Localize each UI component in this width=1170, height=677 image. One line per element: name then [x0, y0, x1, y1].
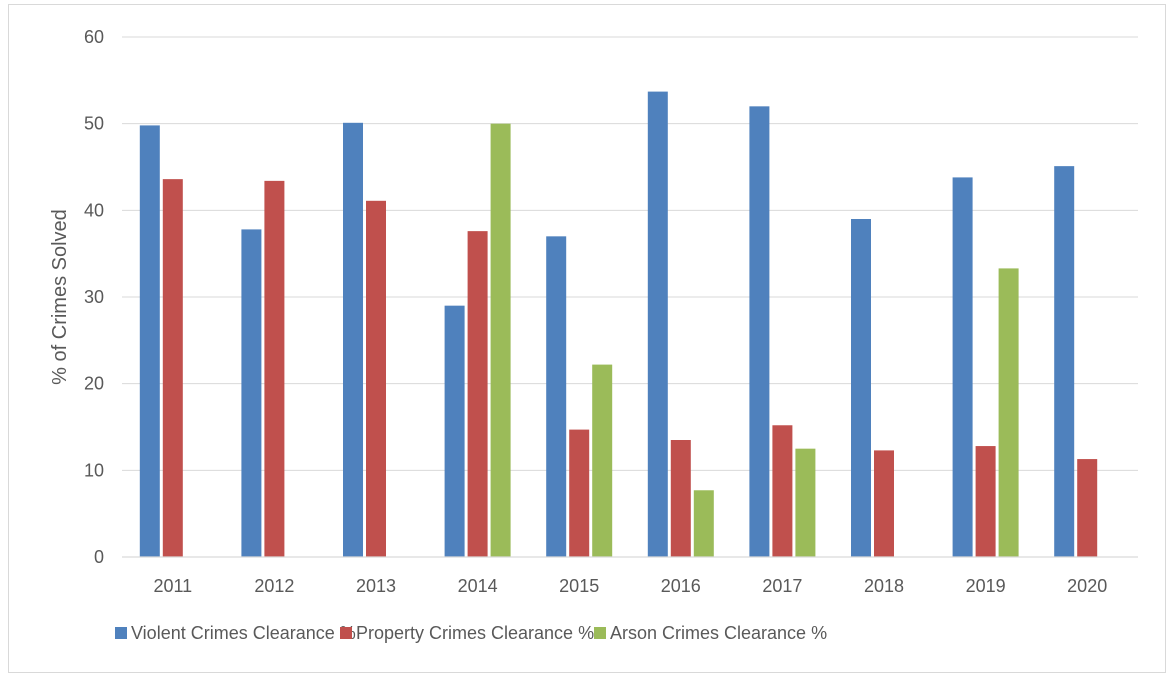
bar [490, 123, 511, 558]
bar [162, 179, 183, 557]
bar [343, 122, 363, 558]
legend-label: Violent Crimes Clearance % [131, 623, 356, 643]
bar [772, 425, 793, 557]
legend: Violent Crimes Clearance % Property Crime… [115, 623, 827, 643]
y-tick-label: 60 [84, 27, 104, 47]
x-axis-ticks: 2011 2012 2013 2014 2015 2016 2017 2018 2019 2020 [153, 576, 1107, 596]
bar [264, 180, 285, 557]
bar [444, 305, 465, 557]
bar [467, 231, 488, 557]
bar [592, 364, 613, 557]
legend-swatch [115, 627, 127, 639]
x-tick-label: 2019 [966, 576, 1006, 596]
bar [670, 440, 691, 557]
y-tick-label: 40 [84, 200, 104, 220]
bar [569, 429, 590, 557]
y-tick-label: 30 [84, 287, 104, 307]
y-tick-label: 0 [94, 547, 104, 567]
bar [851, 219, 871, 557]
bar [693, 490, 714, 557]
bar [952, 177, 973, 557]
x-tick-label: 2011 [153, 576, 192, 596]
legend-swatch [340, 627, 352, 639]
y-tick-label: 50 [84, 114, 104, 134]
x-tick-label: 2015 [559, 576, 599, 596]
legend-label: Arson Crimes Clearance % [610, 623, 827, 643]
x-tick-label: 2017 [762, 576, 802, 596]
bar [795, 448, 816, 557]
bar [366, 200, 386, 558]
x-tick-label: 2012 [254, 576, 294, 596]
x-tick-label: 2020 [1067, 576, 1107, 596]
bars [139, 91, 1098, 558]
x-tick-label: 2014 [458, 576, 498, 596]
x-tick-label: 2013 [356, 576, 396, 596]
bar [1054, 166, 1075, 557]
bar [1077, 459, 1098, 557]
y-tick-label: 20 [84, 374, 104, 394]
legend-swatch [594, 627, 606, 639]
x-tick-label: 2018 [864, 576, 904, 596]
chart-frame [8, 4, 1166, 673]
bar [647, 91, 668, 557]
bar [975, 446, 996, 557]
bar [998, 268, 1019, 557]
y-axis-title: % of Crimes Solved [49, 209, 71, 385]
bar [241, 229, 262, 557]
bar [749, 106, 770, 557]
y-axis-ticks: 0 10 20 30 40 50 60 [84, 27, 104, 567]
legend-label: Property Crimes Clearance % [356, 623, 594, 643]
bar [874, 450, 894, 557]
y-tick-label: 10 [84, 460, 104, 480]
bar [546, 236, 567, 558]
x-tick-label: 2016 [661, 576, 701, 596]
bar [139, 125, 160, 558]
